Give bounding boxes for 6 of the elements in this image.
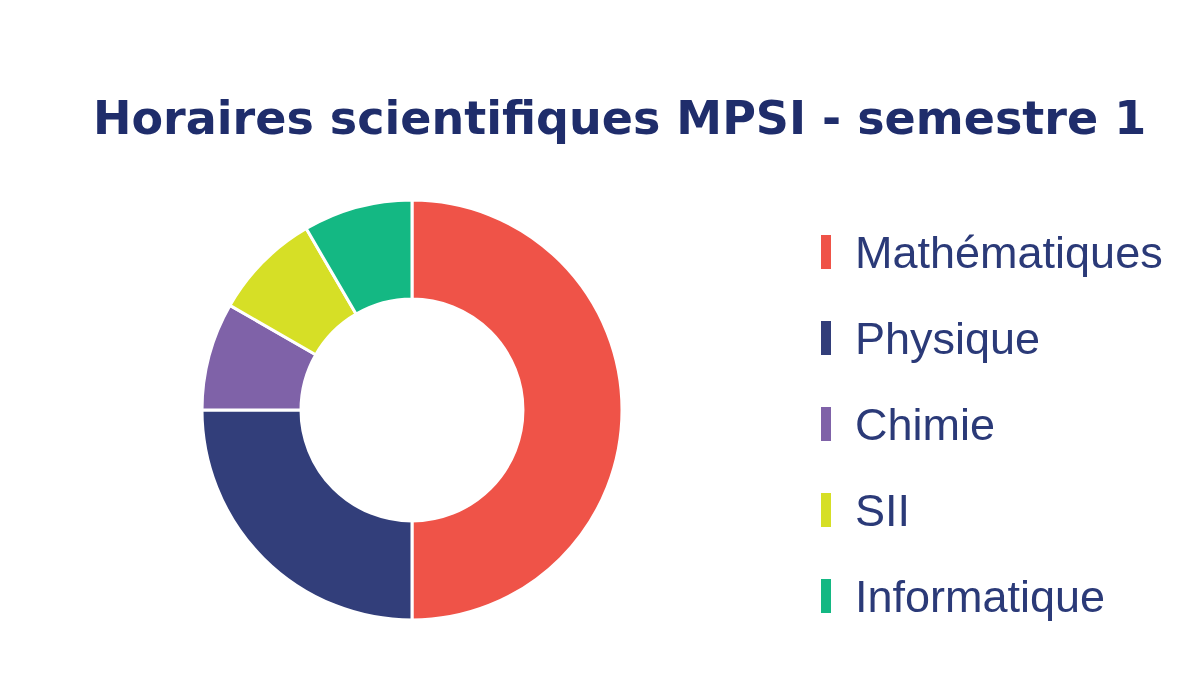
legend-label: Physique (855, 312, 1041, 364)
legend-label: Informatique (855, 570, 1106, 622)
legend-label: SII (855, 484, 911, 536)
legend-label: Mathématiques (855, 226, 1163, 278)
chart-title: Horaires scientifiques MPSI - semestre 1 (93, 91, 1147, 145)
legend-label: Chimie (855, 398, 996, 450)
